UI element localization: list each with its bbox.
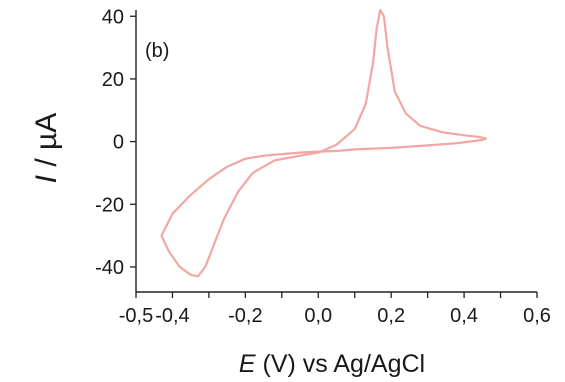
y-tick-label: 40 [102, 6, 124, 28]
y-axis-symbol: I [30, 175, 63, 183]
panel-label: (b) [145, 40, 169, 62]
y-tick-label: 0 [113, 132, 124, 154]
x-axis-symbol: E [239, 350, 256, 378]
x-tick-label: 0,6 [523, 305, 551, 327]
x-tick-label: -0,5 [119, 305, 153, 327]
plot-area: -0,5 -0,4 -0,2 0,0 0,2 0,4 0,6 -40 -20 0 20 40 [95, 6, 551, 327]
x-tick-label: -0,4 [155, 305, 189, 327]
y-tick-label: -20 [95, 194, 124, 216]
x-tick-label: 0,0 [304, 305, 332, 327]
x-axis-unit: (V) vs Ag/AgCl [256, 350, 426, 378]
x-axis-title: E (V) vs Ag/AgCl [239, 350, 425, 378]
y-tick-label: 20 [102, 69, 124, 91]
x-tick-label: 0,2 [377, 305, 405, 327]
x-tick-label: -0,2 [228, 305, 262, 327]
voltammogram-curve-0 [160, 8, 488, 278]
y-tick-label: -40 [95, 257, 124, 279]
y-axis-unit: / µA [30, 113, 63, 175]
x-tick-label: 0,4 [450, 305, 478, 327]
y-axis-title: I / µA [30, 113, 63, 184]
